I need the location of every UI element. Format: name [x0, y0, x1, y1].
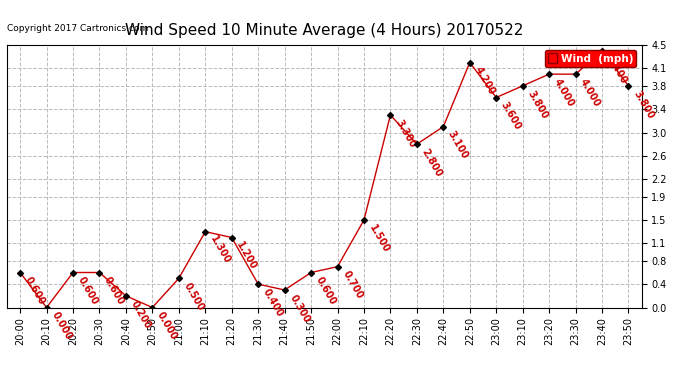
- Text: 1.200: 1.200: [235, 240, 259, 272]
- Text: 3.300: 3.300: [393, 118, 417, 149]
- Text: 4.000: 4.000: [578, 77, 602, 109]
- Text: 0.400: 0.400: [261, 287, 285, 319]
- Text: 0.200: 0.200: [129, 298, 152, 330]
- Text: Copyright 2017 Cartronics.com: Copyright 2017 Cartronics.com: [7, 24, 148, 33]
- Text: 0.600: 0.600: [314, 275, 338, 307]
- Text: 0.500: 0.500: [181, 281, 206, 313]
- Text: 4.400: 4.400: [605, 54, 629, 85]
- Text: 3.600: 3.600: [499, 100, 523, 132]
- Text: 0.600: 0.600: [23, 275, 47, 307]
- Text: 0.000: 0.000: [155, 310, 179, 342]
- Text: 4.200: 4.200: [473, 65, 497, 97]
- Text: 0.600: 0.600: [76, 275, 100, 307]
- Text: 2.800: 2.800: [420, 147, 444, 178]
- Text: 1.500: 1.500: [367, 223, 391, 254]
- Text: 3.800: 3.800: [526, 88, 549, 120]
- Text: 1.300: 1.300: [208, 234, 232, 266]
- Text: 0.700: 0.700: [340, 270, 364, 301]
- Text: 3.100: 3.100: [446, 129, 470, 161]
- Text: 4.000: 4.000: [552, 77, 576, 109]
- Text: 0.300: 0.300: [288, 293, 311, 324]
- Text: 0.000: 0.000: [50, 310, 73, 342]
- Text: Wind Speed 10 Minute Average (4 Hours) 20170522: Wind Speed 10 Minute Average (4 Hours) 2…: [125, 22, 524, 38]
- Text: 3.800: 3.800: [631, 88, 656, 120]
- Text: 0.600: 0.600: [102, 275, 126, 307]
- Legend: Wind  (mph): Wind (mph): [545, 50, 636, 67]
